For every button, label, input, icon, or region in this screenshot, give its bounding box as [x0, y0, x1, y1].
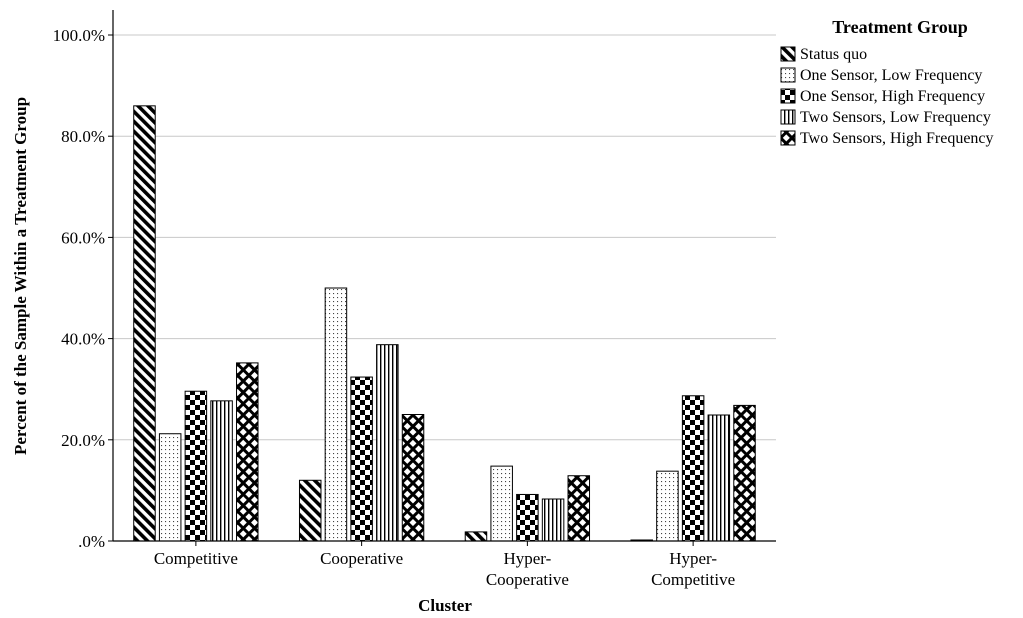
- x-axis-label: Cluster: [418, 596, 472, 615]
- bar: [656, 470, 679, 542]
- bar: [298, 479, 322, 542]
- bar: [681, 395, 705, 542]
- legend-swatch: [780, 46, 796, 62]
- legend-swatch: [780, 130, 796, 146]
- x-tick-labels: Competitive Cooperative Hyper- Cooperative H…: [154, 541, 735, 589]
- legend-label: One Sensor, Low Frequency: [800, 67, 982, 84]
- legend-label: One Sensor, High Frequency: [800, 88, 985, 105]
- y-tick-label: 40.0%: [61, 330, 105, 349]
- y-tick-label: .0%: [78, 532, 105, 551]
- bar: [707, 414, 731, 542]
- bar: [567, 475, 591, 542]
- gridlines: [113, 34, 776, 441]
- x-tick-label: Cooperative: [320, 549, 403, 568]
- y-tick-label: 20.0%: [61, 431, 105, 450]
- bar: [401, 414, 425, 542]
- bar: [184, 390, 208, 542]
- bar: [490, 465, 513, 542]
- x-tick-label: Competitive: [651, 570, 735, 589]
- bar: [324, 287, 348, 542]
- x-tick-label: Cooperative: [486, 570, 569, 589]
- bars: [133, 105, 756, 542]
- legend-label: Two Sensors, High Frequency: [800, 130, 994, 147]
- x-tick-label: Hyper-: [503, 549, 551, 568]
- y-tick-label: 80.0%: [61, 127, 105, 146]
- bar: [350, 376, 373, 542]
- bar: [236, 362, 259, 542]
- legend-title: Treatment Group: [832, 17, 968, 37]
- y-axis-label: Percent of the Sample Within a Treatment…: [11, 97, 30, 455]
- legend-swatch: [780, 109, 796, 125]
- bar: [210, 400, 233, 542]
- bar: [464, 531, 488, 542]
- legend-label: Two Sensors, Low Frequency: [800, 109, 991, 126]
- x-tick-label: Hyper-: [669, 549, 717, 568]
- legend-label: Status quo: [800, 46, 867, 63]
- x-tick-label: Competitive: [154, 549, 238, 568]
- y-tick-label: 100.0%: [53, 26, 105, 45]
- legend-swatch: [780, 88, 796, 104]
- legend: Treatment Group Status quo One Sensor, Lo…: [780, 17, 994, 147]
- bar: [541, 498, 565, 542]
- bar: [733, 404, 756, 542]
- y-tick-labels: .0% 20.0% 40.0% 60.0% 80.0% 100.0%: [53, 26, 113, 551]
- bar: [516, 493, 539, 542]
- y-tick-label: 60.0%: [61, 228, 105, 247]
- bar: [376, 344, 399, 542]
- legend-swatch: [780, 67, 796, 83]
- bar: [133, 105, 156, 542]
- bar: [158, 433, 182, 542]
